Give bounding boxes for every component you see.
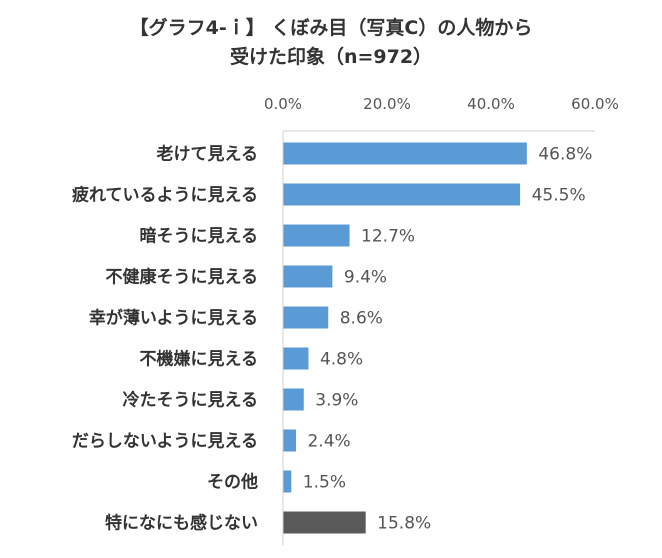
- bar: [283, 388, 304, 411]
- data-label: 15.8%: [377, 514, 431, 534]
- category-labels: 老けて見える疲れているように見える暗そうに見える不健康そうに見える幸が薄いように…: [72, 144, 258, 534]
- bar: [283, 183, 521, 206]
- bar: [283, 265, 333, 288]
- bar: [283, 142, 527, 165]
- bar: [283, 347, 309, 370]
- category-label: 不健康そうに見える: [106, 267, 259, 288]
- category-label: 冷たそうに見える: [123, 390, 259, 411]
- x-tick-label: 60.0%: [571, 95, 619, 113]
- x-tick-label: 40.0%: [467, 95, 515, 113]
- x-tick-label: 0.0%: [264, 95, 302, 113]
- bar: [283, 306, 329, 329]
- data-label: 9.4%: [344, 268, 387, 288]
- axis-lines: [282, 130, 595, 545]
- bar: [283, 511, 366, 534]
- data-label: 46.8%: [538, 145, 592, 165]
- category-label: 特になにも感じない: [105, 513, 258, 534]
- category-label: 疲れているように見える: [72, 185, 258, 206]
- bar: [283, 224, 350, 247]
- value-labels: 46.8% 45.5% 12.7% 9.4% 8.6% 4.8% 3.9% 2.4% 1.5% 1…: [303, 145, 593, 534]
- category-label: その他: [207, 472, 258, 493]
- data-label: 45.5%: [532, 186, 586, 206]
- bar: [283, 470, 292, 493]
- category-label: だらしないように見える: [72, 432, 258, 452]
- data-label: 8.6%: [340, 309, 383, 329]
- data-label: 1.5%: [303, 473, 346, 493]
- chart-title-line-1: 【グラフ4-ｉ】 くぼみ目（写真C）の人物から: [129, 17, 533, 39]
- category-label: 幸が薄いように見える: [89, 308, 258, 329]
- data-label: 12.7%: [361, 227, 415, 247]
- bars: [283, 142, 527, 534]
- x-tick-label: 20.0%: [363, 95, 411, 113]
- data-label: 3.9%: [315, 391, 358, 411]
- category-label: 不機嫌に見える: [140, 349, 259, 370]
- data-label: 4.8%: [320, 350, 363, 370]
- category-label: 老けて見える: [156, 144, 259, 165]
- category-label: 暗そうに見える: [140, 226, 259, 247]
- chart-title-line-2: 受けた印象（n=972）: [229, 46, 433, 68]
- chart-title: 【グラフ4-ｉ】 くぼみ目（写真C）の人物から 受けた印象（n=972）: [0, 14, 662, 72]
- data-label: 2.4%: [307, 432, 350, 452]
- x-axis-ticks: 0.0% 20.0% 40.0% 60.0%: [264, 95, 619, 113]
- bar: [283, 429, 296, 452]
